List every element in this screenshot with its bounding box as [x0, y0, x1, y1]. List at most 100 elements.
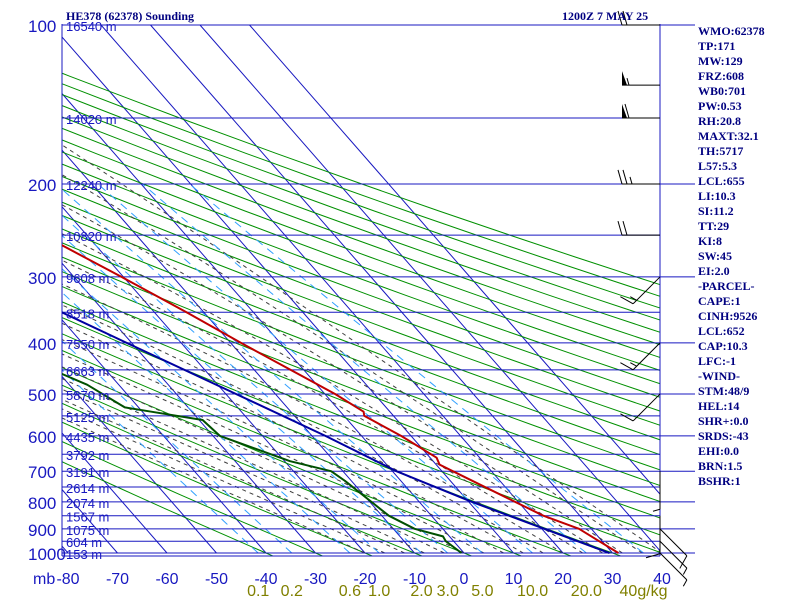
y-axis-unit-label: mb — [33, 571, 55, 588]
wind-barb-half-feather — [682, 579, 688, 587]
height-label: 1075 m — [66, 523, 109, 538]
mixing-ratio-label: 0.1 — [247, 583, 269, 600]
index-entry: SI:11.2 — [698, 204, 734, 218]
index-entry: MW:129 — [698, 54, 743, 68]
stability-indices-panel: WMO:62378 TP:171 MW:129 FRZ:608 WB0:701 PW:0.… — [698, 24, 800, 489]
wind-barb-feather — [624, 103, 630, 119]
dry-adiabat-line — [62, 127, 660, 346]
isotherm-line — [62, 319, 267, 554]
wind-barb-feather — [620, 362, 634, 371]
pressure-label: 900 — [28, 521, 56, 540]
index-entry: CINH:9526 — [698, 309, 758, 323]
index-entry: -PARCEL- — [698, 279, 755, 293]
pressure-label: 1000 — [28, 545, 66, 564]
height-label: 153 m — [66, 547, 102, 562]
isotherm-line — [62, 205, 366, 554]
pressure-label: 800 — [28, 494, 56, 513]
wind-barb-half-feather — [626, 78, 630, 86]
chart-datetime: 1200Z 7 MAY 25 — [562, 9, 649, 23]
index-entry: RH:20.8 — [698, 114, 741, 128]
height-label: 12240 m — [66, 178, 117, 193]
dry-adiabat-line — [62, 301, 660, 536]
temperature-profile-line — [62, 244, 619, 554]
wind-barb — [645, 515, 661, 559]
wind-barb-half-feather — [682, 567, 688, 575]
wind-barb — [659, 528, 688, 569]
height-label: 604 m — [66, 535, 102, 550]
wind-barb-feather — [622, 169, 628, 185]
moist-adiabat-line — [62, 259, 584, 554]
dry-adiabat-line — [62, 151, 660, 371]
mixing-ratio-label: 10.0 — [517, 583, 548, 600]
index-entry: LFC:-1 — [698, 354, 736, 368]
wind-barb-pennant — [622, 71, 627, 86]
height-label: 7550 m — [66, 337, 109, 352]
axis-labels: 0.1 0.2 0.6 1.0 2.0 3.0 5.0 10.0 20.0 40g/kg10020… — [28, 17, 671, 600]
wind-barb — [659, 540, 688, 575]
wind-barb — [659, 552, 688, 587]
wind-barb-feather — [622, 220, 628, 236]
height-label: 5125 m — [66, 410, 109, 425]
dry-adiabat-line — [62, 83, 660, 297]
dry-adiabat-line — [62, 175, 660, 398]
moist-adiabat-line — [62, 339, 504, 554]
wind-barb — [620, 393, 661, 422]
index-entry: SW:45 — [698, 249, 733, 263]
height-label: 10820 m — [66, 229, 117, 244]
temperature-tick-label: -70 — [106, 571, 129, 588]
chart-title: HE378 (62378) Sounding — [66, 9, 195, 23]
mixing-ratio-label: 3.0 — [437, 583, 459, 600]
parcel-profile-line — [62, 311, 610, 554]
height-label: 6663 m — [66, 364, 109, 379]
height-label: 2614 m — [66, 481, 109, 496]
isotherm-line — [62, 375, 217, 554]
wind-barb-staff — [659, 552, 688, 581]
pressure-label: 100 — [28, 17, 56, 36]
temperature-tick-label: -50 — [205, 571, 228, 588]
index-entry: EHI:0.0 — [698, 444, 740, 458]
dry-adiabat-line — [62, 441, 324, 556]
index-entry: -WIND- — [698, 369, 740, 383]
dry-adiabat-line — [62, 384, 473, 556]
wind-barb-staff — [632, 342, 661, 371]
index-entry: SHR+:0.0 — [698, 414, 749, 428]
index-entry: LCL:652 — [698, 324, 745, 338]
mixing-ratio-label: 20.0 — [571, 583, 602, 600]
temperature-tick-label: 0 — [460, 571, 469, 588]
height-label: 3191 m — [66, 465, 109, 480]
isotherm-line — [199, 24, 660, 552]
height-label: 16540 m — [66, 19, 117, 34]
pressure-label: 300 — [28, 269, 56, 288]
dry-adiabat-line — [62, 228, 660, 456]
index-entry: L57:5.3 — [698, 159, 737, 173]
moist-adiabat-line — [62, 144, 660, 553]
mixing-ratio-line — [142, 183, 587, 554]
dry-adiabat-line — [62, 421, 374, 556]
index-entry: TP:171 — [698, 39, 736, 53]
isotherm-line — [62, 432, 168, 554]
index-entry: FRZ:608 — [698, 69, 744, 83]
index-entry: CAPE:1 — [698, 294, 741, 308]
wind-barb-half-feather — [630, 296, 637, 301]
temperature-tick-label: 20 — [554, 571, 572, 588]
temperature-tick-label: -80 — [56, 571, 79, 588]
temperature-tick-label: -20 — [353, 571, 376, 588]
sounding-profiles — [62, 244, 619, 554]
isotherm-line — [0, 25, 19, 553]
dry-adiabat-line — [62, 256, 660, 487]
temperature-tick-label: -60 — [155, 571, 178, 588]
wind-barb-feather — [622, 10, 628, 26]
pressure-label: 400 — [28, 335, 56, 354]
dry-adiabat-line — [62, 139, 660, 358]
dry-adiabat-line — [62, 366, 523, 556]
dry-adiabat-line — [62, 201, 660, 426]
index-entry: TH:5717 — [698, 144, 744, 158]
height-label: 2074 m — [66, 496, 109, 511]
height-label: 4435 m — [66, 430, 109, 445]
dry-adiabat-line — [62, 72, 660, 286]
temperature-tick-label: 10 — [505, 571, 523, 588]
mixing-ratio-line — [62, 214, 449, 554]
wind-barb — [622, 71, 660, 86]
height-label: 14020 m — [66, 112, 117, 127]
